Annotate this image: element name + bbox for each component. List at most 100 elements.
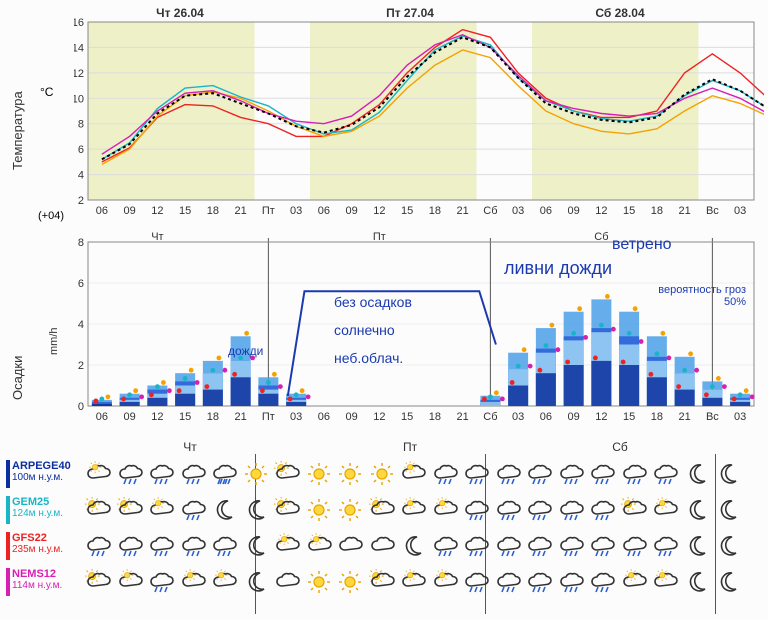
weather-icon-pcloud [305,532,333,560]
svg-text:09: 09 [346,411,358,423]
model-tag: NEMS12114м н.у.м. [12,568,80,591]
weather-icon-rain [147,568,175,596]
model-tag: GFS22235м н.у.м. [12,532,80,555]
weather-icon-rain [525,460,553,488]
timezone-label: (+04) [38,210,64,222]
model-name: GFS22 [12,532,80,544]
svg-text:Пт: Пт [373,231,386,243]
weather-icon-pcloud [273,532,301,560]
weather-icon-rain [494,460,522,488]
svg-text:03: 03 [734,411,746,423]
annot-rains: дожди [228,344,263,358]
svg-text:12: 12 [373,411,385,423]
weather-icon-pcloud [84,460,112,488]
weather-icon-sun [305,496,333,524]
model-color-bar [6,496,10,524]
grid-day-thu: Чт [160,440,220,454]
weather-icon-moon [714,460,742,488]
svg-text:03: 03 [512,411,524,423]
precip-chart-svg: 02468060912151821Пт03060912151821Сб03060… [74,230,764,430]
weather-icon-rain [557,568,585,596]
weather-icon-moon [399,532,427,560]
precip-chart-region: Осадки mm/h 02468060912151821Пт030609121… [0,230,768,430]
weather-icon-pcloud [179,568,207,596]
weather-icon-psun [84,568,112,596]
temp-unit-label: °C [40,85,53,99]
svg-text:12: 12 [151,411,163,423]
weather-icon-rain [651,532,679,560]
model-altitude: 100м н.у.м. [12,472,80,483]
weather-icon-moon [714,496,742,524]
weather-icon-rain [557,496,585,524]
weather-icon-rain [525,532,553,560]
svg-text:6: 6 [78,144,84,156]
weather-icon-sun [336,460,364,488]
weather-icon-sun [305,460,333,488]
weather-icon-moon [242,532,270,560]
weather-icon-cloud [368,532,396,560]
weather-icon-psun [273,496,301,524]
model-color-bar [6,568,10,596]
weather-icon-rain [525,568,553,596]
temp-chart-svg: 246810121416060912151821Пт03060912151821… [74,14,764,224]
weather-icon-psun [368,568,396,596]
weather-icon-rain [147,532,175,560]
grid-day-fri: Пт [380,440,440,454]
svg-text:03: 03 [734,205,746,217]
weather-icon-rain [651,460,679,488]
model-color-bar [6,532,10,560]
annot-windy: ветрено [612,236,672,254]
weather-icon-pcloud [620,568,648,596]
weather-icon-sun [336,496,364,524]
weather-icon-moon [242,496,270,524]
weather-icon-moon [714,568,742,596]
weather-icon-moon [210,496,238,524]
weather-icon-psun [273,460,301,488]
svg-text:12: 12 [373,205,385,217]
model-tag: ARPEGE40100м н.у.м. [12,460,80,483]
model-row-gfs22 [80,530,768,563]
weather-icon-moon [683,568,711,596]
weather-icon-pcloud [399,496,427,524]
weather-icon-rain [588,532,616,560]
model-name: NEMS12 [12,568,80,580]
svg-text:Пт: Пт [262,411,275,423]
svg-text:15: 15 [401,411,413,423]
weather-icon-cloud [336,532,364,560]
weather-icon-rain [620,460,648,488]
weather-icon-rain [431,460,459,488]
svg-text:03: 03 [290,411,302,423]
model-tag: GEM25124м н.у.м. [12,496,80,519]
precip-unit-label: mm/h [48,328,60,356]
svg-text:06: 06 [318,411,330,423]
svg-text:21: 21 [235,205,247,217]
model-altitude: 124м н.у.м. [12,508,80,519]
svg-text:0: 0 [78,401,84,413]
weather-icon-cloud [273,568,301,596]
weather-icon-rain [462,532,490,560]
svg-text:18: 18 [429,411,441,423]
weather-icon-rain [557,532,585,560]
weather-icon-rain [525,496,553,524]
svg-text:15: 15 [179,411,191,423]
weather-icon-rain [588,568,616,596]
temp-axis-label: Температура [10,91,25,170]
svg-text:Сб: Сб [594,231,608,243]
svg-text:15: 15 [179,205,191,217]
weather-icon-rain [462,460,490,488]
weather-icon-rain [431,532,459,560]
svg-text:21: 21 [457,411,469,423]
model-row-nems12 [80,566,768,599]
weather-icon-sun [305,568,333,596]
svg-text:06: 06 [318,205,330,217]
weather-icon-moon [242,568,270,596]
weather-icon-rain [462,496,490,524]
weather-icon-rain [179,460,207,488]
svg-text:6: 6 [78,278,84,290]
svg-text:18: 18 [207,205,219,217]
svg-text:16: 16 [74,17,84,29]
svg-text:Сб: Сб [483,411,497,423]
temp-chart-region: Чт 26.04 Пт 27.04 Сб 28.04 Температура °… [0,0,768,225]
weather-icon-rain [588,496,616,524]
weather-icon-pcloud [116,568,144,596]
